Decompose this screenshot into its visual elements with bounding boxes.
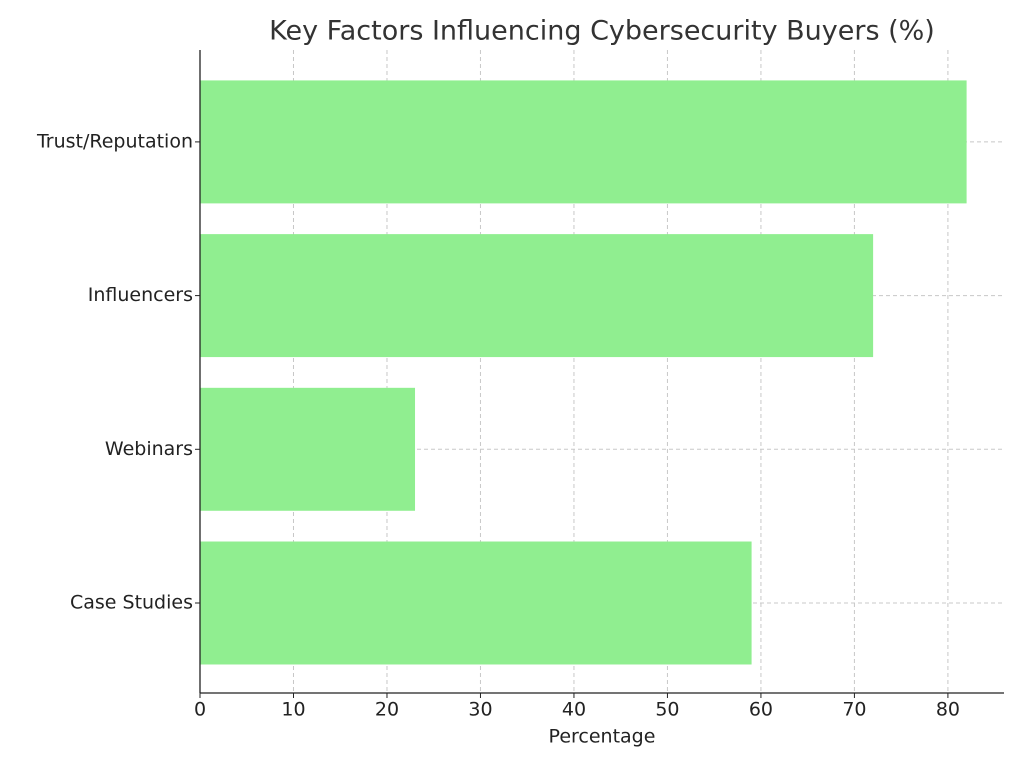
x-tick-label: 10 bbox=[281, 699, 305, 721]
y-tick-label: Influencers bbox=[88, 284, 193, 306]
chart-title: Key Factors Influencing Cybersecurity Bu… bbox=[269, 16, 935, 47]
y-tick-label: Webinars bbox=[105, 438, 193, 460]
bar bbox=[200, 80, 967, 204]
x-tick-label: 60 bbox=[749, 699, 773, 721]
x-tick-label: 70 bbox=[842, 699, 866, 721]
y-tick-label: Case Studies bbox=[70, 592, 193, 614]
bar bbox=[200, 541, 752, 665]
x-tick-label: 40 bbox=[562, 699, 586, 721]
x-axis-label: Percentage bbox=[549, 726, 656, 748]
x-tick-label: 30 bbox=[468, 699, 492, 721]
bar bbox=[200, 234, 874, 358]
x-tick-label: 50 bbox=[655, 699, 679, 721]
y-tick-label: Trust/Reputation bbox=[36, 130, 193, 152]
bar bbox=[200, 387, 416, 511]
x-tick-label: 20 bbox=[375, 699, 399, 721]
x-tick-label: 0 bbox=[194, 699, 206, 721]
x-tick-label: 80 bbox=[936, 699, 960, 721]
